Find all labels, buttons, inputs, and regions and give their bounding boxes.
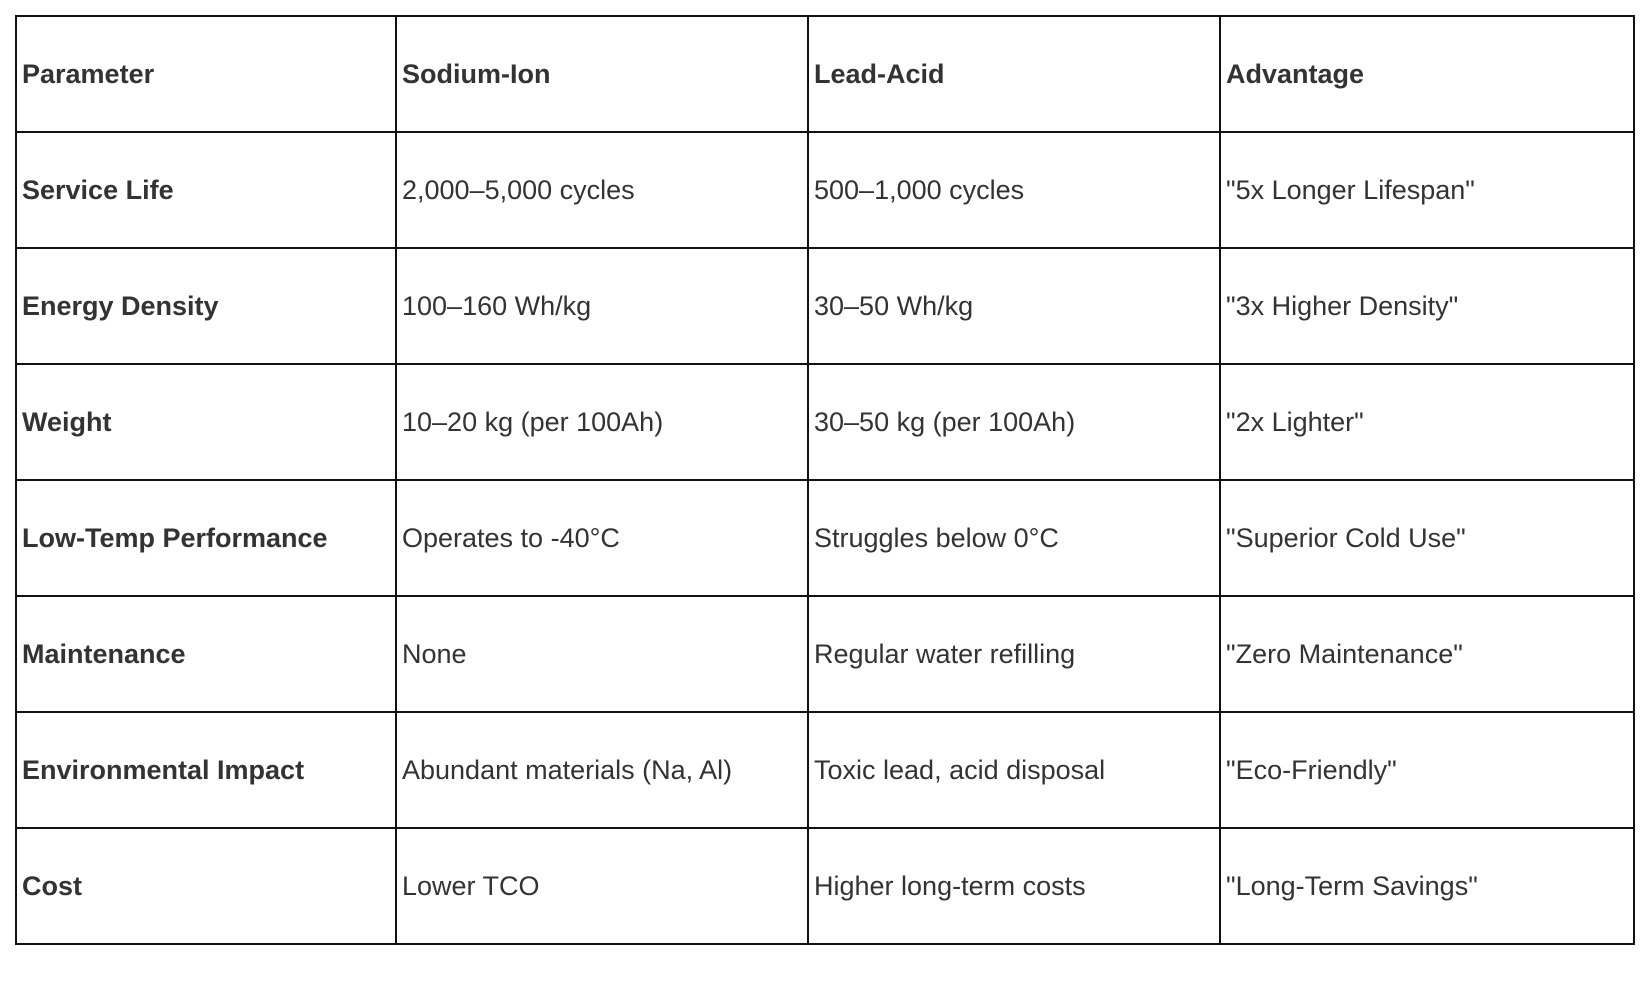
advantage-cell: "2x Lighter" [1219, 363, 1635, 481]
parameter-cell: Weight [15, 363, 397, 481]
parameter-cell: Energy Density [15, 247, 397, 365]
table-row: Service Life 2,000–5,000 cycles 500–1,00… [15, 131, 1635, 249]
lead-acid-cell: Struggles below 0°C [807, 479, 1221, 597]
table-row: Environmental Impact Abundant materials … [15, 711, 1635, 829]
lead-acid-cell: Toxic lead, acid disposal [807, 711, 1221, 829]
advantage-cell: "5x Longer Lifespan" [1219, 131, 1635, 249]
table-row: Low-Temp Performance Operates to -40°C S… [15, 479, 1635, 597]
advantage-cell: "3x Higher Density" [1219, 247, 1635, 365]
parameter-cell: Low-Temp Performance [15, 479, 397, 597]
sodium-ion-cell: 2,000–5,000 cycles [395, 131, 809, 249]
advantage-cell: "Eco-Friendly" [1219, 711, 1635, 829]
table-row: Maintenance None Regular water refilling… [15, 595, 1635, 713]
lead-acid-cell: 30–50 kg (per 100Ah) [807, 363, 1221, 481]
parameter-cell: Service Life [15, 131, 397, 249]
sodium-ion-cell: 10–20 kg (per 100Ah) [395, 363, 809, 481]
advantage-cell: "Zero Maintenance" [1219, 595, 1635, 713]
header-sodium-ion: Sodium-Ion [395, 15, 809, 133]
table-row: Weight 10–20 kg (per 100Ah) 30–50 kg (pe… [15, 363, 1635, 481]
header-lead-acid: Lead-Acid [807, 15, 1221, 133]
sodium-ion-cell: Operates to -40°C [395, 479, 809, 597]
table-header-row: Parameter Sodium-Ion Lead-Acid Advantage [15, 15, 1635, 133]
comparison-table: Parameter Sodium-Ion Lead-Acid Advantage… [15, 15, 1635, 945]
sodium-ion-cell: None [395, 595, 809, 713]
header-parameter: Parameter [15, 15, 397, 133]
parameter-cell: Environmental Impact [15, 711, 397, 829]
header-advantage: Advantage [1219, 15, 1635, 133]
table-row: Energy Density 100–160 Wh/kg 30–50 Wh/kg… [15, 247, 1635, 365]
lead-acid-cell: Higher long-term costs [807, 827, 1221, 945]
sodium-ion-cell: 100–160 Wh/kg [395, 247, 809, 365]
table-row: Cost Lower TCO Higher long-term costs "L… [15, 827, 1635, 945]
sodium-ion-cell: Lower TCO [395, 827, 809, 945]
advantage-cell: "Superior Cold Use" [1219, 479, 1635, 597]
lead-acid-cell: 500–1,000 cycles [807, 131, 1221, 249]
parameter-cell: Cost [15, 827, 397, 945]
lead-acid-cell: Regular water refilling [807, 595, 1221, 713]
sodium-ion-cell: Abundant materials (Na, Al) [395, 711, 809, 829]
parameter-cell: Maintenance [15, 595, 397, 713]
lead-acid-cell: 30–50 Wh/kg [807, 247, 1221, 365]
advantage-cell: "Long-Term Savings" [1219, 827, 1635, 945]
